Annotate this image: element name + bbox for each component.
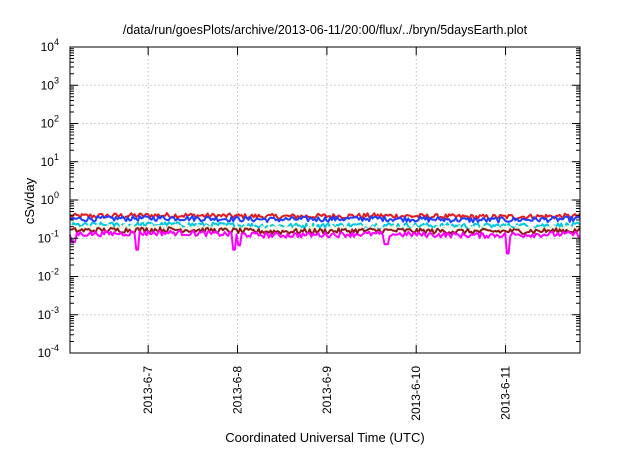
y-tick-label: 10-3 — [38, 305, 59, 322]
y-tick-exponent: -4 — [51, 343, 59, 353]
y-tick-label: 10-4 — [38, 343, 59, 360]
y-tick-exponent: 1 — [54, 152, 59, 162]
x-tick-label: 2013-6-10 — [409, 366, 423, 421]
y-tick-label: 100 — [41, 190, 59, 207]
y-tick-exponent: 0 — [54, 190, 59, 200]
grid — [70, 47, 580, 353]
y-tick-label: 101 — [41, 152, 59, 169]
series-line — [69, 229, 581, 255]
x-tick-label: 2013-6-7 — [141, 366, 155, 414]
y-tick-exponent: -2 — [51, 267, 59, 277]
series-group — [69, 212, 581, 255]
y-tick-exponent: -3 — [51, 305, 59, 315]
x-tick-label: 2013-6-9 — [320, 366, 334, 414]
y-tick-exponent: 3 — [54, 75, 59, 85]
chart-title: /data/run/goesPlots/archive/2013-06-11/2… — [123, 23, 528, 37]
series-line — [69, 214, 581, 224]
y-tick-exponent: 4 — [54, 37, 59, 47]
series-line — [69, 212, 581, 221]
y-tick-label: 10-1 — [38, 228, 59, 245]
y-tick-exponent: -1 — [51, 228, 59, 238]
y-tick-exponent: 2 — [54, 114, 59, 124]
y-tick-label: 103 — [41, 75, 59, 92]
series-line — [69, 226, 581, 235]
x-tick-label: 2013-6-11 — [499, 366, 513, 420]
y-axis-label: cSv/day — [22, 177, 37, 224]
y-tick-label: 102 — [41, 114, 59, 131]
x-tick-label: 2013-6-8 — [231, 366, 245, 414]
x-axis-label: Coordinated Universal Time (UTC) — [225, 430, 424, 445]
y-tick-label: 104 — [41, 37, 59, 54]
y-tick-label: 10-2 — [38, 267, 59, 284]
